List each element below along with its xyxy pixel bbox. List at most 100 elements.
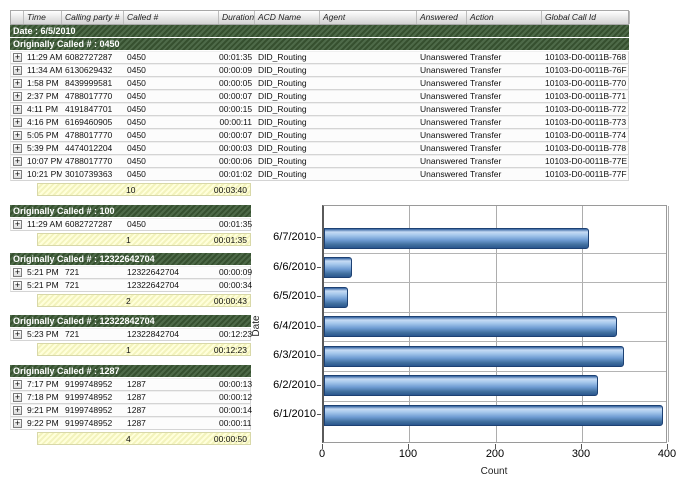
y-tick-label: 6/5/2010 (273, 290, 316, 302)
cell-acd-name: DID_Routing (258, 117, 307, 127)
expand-row-button[interactable]: + (13, 78, 22, 88)
cell-called: 0450 (127, 91, 146, 101)
expand-cell: + (11, 267, 24, 278)
summary-total-duration: 00:00:50 (213, 434, 247, 444)
report-group: Originally Called # : 12322642704 +5:21 P… (10, 253, 252, 307)
cell-agent (320, 65, 417, 76)
cell-called: 0450 (127, 104, 146, 114)
x-tick-label: 300 (571, 448, 591, 460)
summary-call-count: 4 (126, 434, 131, 444)
expand-row-button[interactable]: + (13, 52, 22, 62)
expand-cell: + (11, 143, 24, 154)
x-tick-mark (495, 444, 496, 449)
cell-duration: 00:01:02 (219, 169, 253, 179)
col-header-acd-name: ACD Name (255, 11, 320, 24)
cell-called: 1287 (127, 379, 146, 389)
cell-action: Transfer (470, 52, 502, 62)
cell-called: 0450 (127, 65, 146, 75)
expand-row-button[interactable]: + (13, 169, 22, 179)
expand-cell: + (11, 91, 24, 102)
expand-row-button[interactable]: + (13, 329, 22, 339)
table-row: +9:22 PM 9199748952 1287 00:00:11 (10, 417, 251, 430)
expand-row-button[interactable]: + (13, 418, 22, 428)
cell-duration: 00:00:11 (219, 117, 252, 127)
expand-row-button[interactable]: + (13, 280, 22, 290)
called-number-group-header: Originally Called # : 12322642704 (10, 253, 251, 265)
expand-cell: + (11, 280, 24, 291)
expand-row-button[interactable]: + (13, 143, 22, 153)
bar-6/3/2010 (324, 346, 624, 367)
table-row: +10:07 PM 4788017770 0450 00:00:06 DID_Routi… (10, 155, 629, 168)
table-row: +10:21 PM 3010739363 0450 00:01:02 DID_Routi… (10, 168, 629, 181)
cell-duration: 00:00:09 (219, 267, 252, 277)
report-group: Originally Called # : 1287 +7:17 PM 919974… (10, 365, 252, 445)
gridline-horizontal (324, 282, 666, 283)
cell-acd-name: DID_Routing (258, 130, 307, 140)
cell-action: Transfer (470, 78, 502, 88)
cell-called: 1287 (127, 392, 146, 402)
summary-total-duration: 00:03:40 (213, 185, 247, 195)
x-tick-label: 200 (485, 448, 505, 460)
cell-calling-party: 4474012204 (65, 143, 113, 153)
cell-global-call-id: 10103-D0-0011B-768 (545, 52, 627, 62)
chart-x-axis-title: Count (480, 466, 508, 477)
summary-total-duration: 00:00:43 (213, 296, 247, 306)
called-number-group-header: Originally Called # : 12322842704 (10, 315, 251, 327)
expand-row-button[interactable]: + (13, 117, 22, 127)
table-row: +5:23 PM 721 12322842704 00:12:23 (10, 328, 252, 341)
cell-time: 7:17 PM (27, 379, 59, 389)
expand-row-button[interactable]: + (13, 91, 22, 101)
summary-call-count: 2 (126, 296, 131, 306)
cell-called: 0450 (127, 130, 146, 140)
expand-row-button[interactable]: + (13, 267, 22, 277)
bar-6/7/2010 (324, 228, 589, 249)
expand-row-button[interactable]: + (13, 65, 22, 75)
expand-row-button[interactable]: + (13, 156, 22, 166)
cell-answered: Unanswered (420, 117, 467, 127)
table-row: +9:21 PM 9199748952 1287 00:00:14 (10, 404, 252, 417)
cell-global-call-id: 10103-D0-0011B-772 (545, 104, 627, 114)
cell-answered: Unanswered (420, 65, 467, 75)
y-tick-mark (317, 326, 321, 327)
cell-duration: 00:00:14 (219, 405, 252, 415)
table-row: +4:11 PM 4191847701 0450 00:00:15 DID_Routin… (10, 103, 629, 116)
expand-row-button[interactable]: + (13, 392, 22, 402)
table-row: +7:18 PM 9199748952 1287 00:00:12 (10, 391, 252, 404)
cell-global-call-id: 10103-D0-0011B-76F (545, 65, 627, 75)
cell-called: 0450 (127, 143, 146, 153)
expand-row-button[interactable]: + (13, 379, 22, 389)
cell-acd-name: DID_Routing (258, 52, 307, 62)
table-row: +5:21 PM 721 12322642704 00:00:09 (10, 266, 252, 279)
cell-action: Transfer (470, 91, 502, 101)
y-tick-label: 6/7/2010 (273, 231, 316, 243)
cell-time: 11:34 AM (27, 65, 62, 75)
cell-answered: Unanswered (420, 156, 467, 166)
col-header-time: Time (24, 11, 62, 24)
cell-acd-name: DID_Routing (258, 91, 307, 101)
expand-row-button[interactable]: + (13, 405, 22, 415)
bar-6/6/2010 (324, 257, 352, 278)
expand-row-button[interactable]: + (13, 104, 22, 114)
table-row: +5:21 PM 721 12322642704 00:00:34 (10, 279, 252, 292)
cell-calling-party: 6082727287 (65, 219, 113, 229)
cell-time: 11:29 AM (27, 52, 62, 62)
table-row: +1:58 PM 8439999581 0450 00:00:05 DID_Routin… (10, 77, 629, 90)
expand-cell: + (11, 392, 24, 403)
group-summary-row: 1 00:12:23 (37, 343, 251, 356)
cell-time: 5:21 PM (27, 267, 59, 277)
cell-calling-party: 4788017770 (65, 130, 113, 140)
cell-called: 0450 (127, 117, 146, 127)
cell-global-call-id: 10103-D0-0011B-77F (545, 169, 627, 179)
cell-time: 4:16 PM (27, 117, 59, 127)
cell-duration: 00:00:34 (219, 280, 252, 290)
table-row: +11:29 AM 6082727287 0450 00:01:35 (10, 218, 252, 231)
cell-answered: Unanswered (420, 52, 467, 62)
cell-acd-name: DID_Routing (258, 156, 307, 166)
expand-cell: + (11, 78, 24, 89)
cell-agent (320, 169, 417, 180)
cell-calling-party: 6130629432 (65, 65, 113, 75)
cell-action: Transfer (470, 143, 502, 153)
expand-row-button[interactable]: + (13, 219, 22, 229)
expand-row-button[interactable]: + (13, 130, 22, 140)
called-number-group-header: Originally Called # : 100 (10, 205, 251, 217)
